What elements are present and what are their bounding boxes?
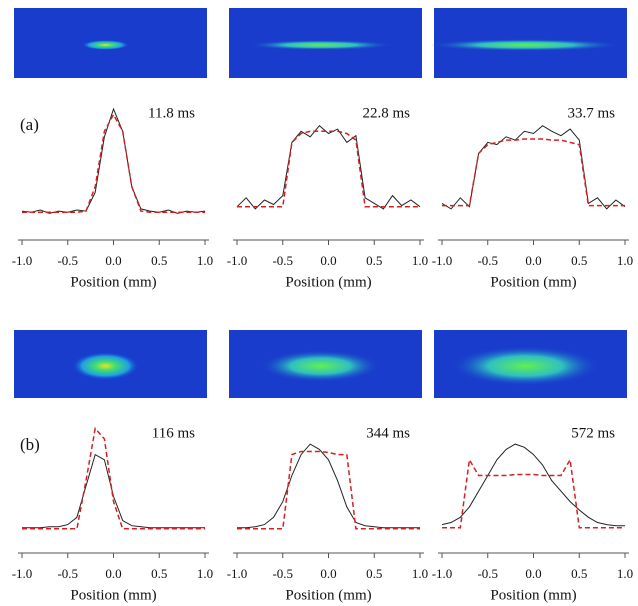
atom-cloud — [248, 40, 393, 50]
x-tick-label: -0.5 — [477, 566, 498, 581]
x-tick-label: 0.5 — [151, 253, 167, 268]
panel-label: (a) — [20, 115, 39, 134]
x-tick-label: -0.5 — [57, 253, 78, 268]
profile-line — [22, 453, 205, 529]
x-axis-label: Position (mm) — [490, 274, 576, 290]
profile-line — [236, 124, 421, 210]
profile-line — [237, 450, 420, 530]
x-tick-label: -0.5 — [57, 566, 78, 581]
profile-line — [442, 457, 625, 529]
time-label: 344 ms — [366, 425, 410, 441]
profile-line — [22, 113, 205, 213]
profile-line — [442, 138, 625, 207]
time-label: 33.7 ms — [567, 105, 615, 121]
profile-line — [237, 443, 420, 529]
x-axis-label: Position (mm) — [285, 587, 371, 603]
x-tick-label: 1.0 — [197, 253, 213, 268]
time-label: 11.8 ms — [148, 105, 195, 121]
x-tick-label: 0.0 — [105, 253, 121, 268]
x-axis-label: Position (mm) — [490, 587, 576, 603]
x-tick-label: 0.0 — [525, 566, 541, 581]
x-tick-label: 0.5 — [571, 566, 587, 581]
x-tick-label: 1.0 — [197, 566, 213, 581]
time-label: 116 ms — [152, 425, 195, 441]
x-tick-label: 0.0 — [320, 566, 336, 581]
x-tick-label: 0.5 — [151, 566, 167, 581]
x-tick-label: -1.0 — [12, 253, 33, 268]
x-tick-label: 1.0 — [412, 566, 428, 581]
atom-cloud — [81, 40, 130, 50]
x-tick-label: 0.0 — [320, 253, 336, 268]
profile-line — [21, 107, 206, 214]
x-tick-label: 0.5 — [366, 253, 382, 268]
x-tick-label: 0.0 — [525, 253, 541, 268]
time-label: 22.8 ms — [362, 105, 410, 121]
x-axis-label: Position (mm) — [285, 274, 371, 290]
x-tick-label: -1.0 — [432, 253, 453, 268]
atom-cloud — [451, 346, 600, 386]
atom-cloud — [260, 350, 381, 382]
x-tick-label: -1.0 — [432, 566, 453, 581]
x-axis-label: Position (mm) — [70, 274, 156, 290]
x-tick-label: -1.0 — [227, 566, 248, 581]
panel-label: (b) — [20, 435, 40, 454]
x-tick-label: 0.0 — [105, 566, 121, 581]
x-tick-label: 0.5 — [366, 566, 382, 581]
profile-line — [441, 443, 625, 527]
profile-line — [441, 125, 626, 210]
time-label: 572 ms — [571, 425, 615, 441]
profile-line — [237, 130, 420, 208]
x-tick-label: -0.5 — [477, 253, 498, 268]
x-tick-label: 0.5 — [571, 253, 587, 268]
x-tick-label: 1.0 — [617, 253, 633, 268]
x-tick-label: -0.5 — [272, 566, 293, 581]
x-tick-label: -1.0 — [227, 253, 248, 268]
atom-cloud — [71, 352, 140, 380]
x-tick-label: -1.0 — [12, 566, 33, 581]
x-axis-label: Position (mm) — [70, 587, 156, 603]
x-tick-label: -0.5 — [272, 253, 293, 268]
profile-line — [22, 426, 205, 530]
x-tick-label: 1.0 — [617, 566, 633, 581]
atom-cloud — [429, 39, 622, 51]
x-tick-label: 1.0 — [412, 253, 428, 268]
